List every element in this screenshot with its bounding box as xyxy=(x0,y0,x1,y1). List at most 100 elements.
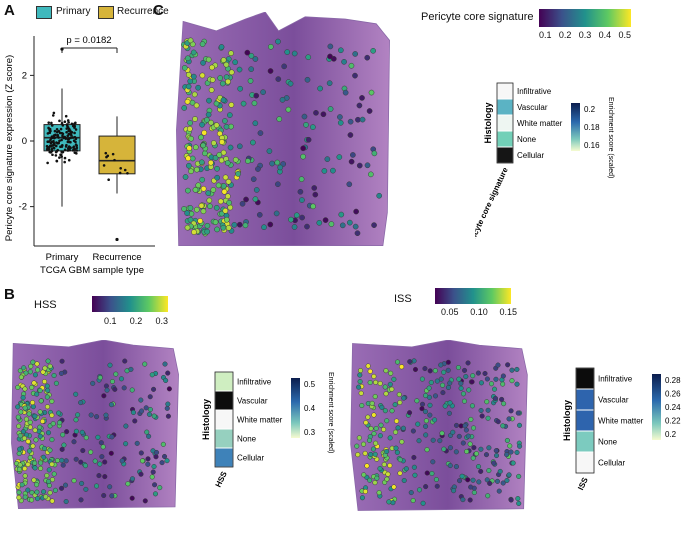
spot xyxy=(267,43,274,50)
spot xyxy=(456,433,462,439)
jitter-point xyxy=(49,151,53,154)
spot xyxy=(347,118,354,125)
jitter-point xyxy=(51,153,54,157)
spot xyxy=(447,400,453,406)
spot xyxy=(248,52,255,59)
spot xyxy=(470,477,476,483)
spot xyxy=(123,423,129,429)
spot xyxy=(109,378,116,385)
spot xyxy=(291,50,298,57)
colorbar-iss-tick: 0.05 xyxy=(441,307,459,317)
spot xyxy=(49,461,55,467)
spot xyxy=(371,222,377,228)
spot xyxy=(317,85,323,92)
jitter-point xyxy=(50,121,53,125)
spot xyxy=(357,367,364,374)
colorbar-iss-tick: 0.10 xyxy=(470,307,488,317)
spot xyxy=(45,387,51,393)
spot xyxy=(488,381,495,387)
spot xyxy=(97,461,103,467)
spot xyxy=(274,159,281,166)
spot xyxy=(327,43,334,50)
enrichment-title: Enrichment score (scaled) xyxy=(327,372,334,453)
spot xyxy=(451,488,457,494)
spot xyxy=(71,478,77,484)
spot xyxy=(150,386,157,392)
jitter-point xyxy=(74,137,78,141)
spot xyxy=(339,222,346,229)
spot xyxy=(151,463,157,470)
heatmap-border xyxy=(575,367,595,474)
spot xyxy=(49,437,55,443)
histology-heatmap-hss: Infiltrative Vascular White matter None Cell… xyxy=(193,368,361,548)
jitter-point xyxy=(104,151,108,155)
spot xyxy=(495,419,501,425)
spot xyxy=(15,404,21,410)
jitter-points xyxy=(45,111,129,182)
spot xyxy=(28,363,34,369)
jitter-point xyxy=(53,134,56,137)
spot xyxy=(206,197,213,204)
spot xyxy=(73,417,79,423)
spot xyxy=(79,429,85,435)
spot xyxy=(376,490,382,496)
spot xyxy=(478,446,484,452)
spot xyxy=(160,441,166,447)
spot xyxy=(360,441,367,447)
colorbar-iss-tick: 0.15 xyxy=(499,307,517,317)
spot xyxy=(291,224,298,230)
spot xyxy=(27,369,33,375)
jitter-point xyxy=(75,144,79,147)
spot xyxy=(276,116,283,122)
spot xyxy=(207,159,214,166)
jitter-point xyxy=(58,156,61,159)
spot xyxy=(478,380,485,386)
spot xyxy=(144,429,150,435)
spot xyxy=(220,183,227,189)
legend-label-recurrence: Recurrence xyxy=(117,6,169,17)
spot xyxy=(187,120,193,126)
spot xyxy=(338,211,345,218)
spot xyxy=(412,366,419,373)
spot xyxy=(208,119,214,126)
spot xyxy=(164,458,170,464)
spot xyxy=(252,196,259,202)
heatmap-cell xyxy=(214,447,234,468)
spot xyxy=(287,80,294,87)
spot xyxy=(438,362,444,368)
spot xyxy=(31,477,37,483)
spot xyxy=(73,428,79,434)
spot xyxy=(29,384,35,391)
spot xyxy=(188,168,194,175)
spot xyxy=(354,443,360,449)
spot xyxy=(482,370,488,377)
spot xyxy=(125,481,131,487)
spot xyxy=(239,200,246,207)
heatmap-row-label: White matter xyxy=(237,416,283,425)
spot xyxy=(492,395,498,401)
jitter-point xyxy=(73,131,76,135)
spot xyxy=(100,444,106,450)
spot xyxy=(297,188,304,195)
spot xyxy=(371,412,377,418)
spot xyxy=(371,373,377,379)
spot xyxy=(346,219,353,226)
spot xyxy=(385,471,391,477)
spot xyxy=(73,456,79,462)
spot xyxy=(129,387,135,393)
spot xyxy=(17,433,23,439)
jitter-point xyxy=(58,119,61,123)
spot xyxy=(346,181,353,188)
jitter-point xyxy=(75,152,78,155)
enrichment-colorbar xyxy=(571,103,580,151)
spot xyxy=(243,196,249,203)
spot xyxy=(161,453,168,460)
spot xyxy=(32,427,38,433)
spot xyxy=(496,488,502,494)
spot xyxy=(514,449,520,456)
spot xyxy=(356,384,362,390)
spot xyxy=(364,463,370,469)
spot xyxy=(30,359,36,365)
tissue-svg xyxy=(176,11,390,247)
spot xyxy=(185,187,191,194)
